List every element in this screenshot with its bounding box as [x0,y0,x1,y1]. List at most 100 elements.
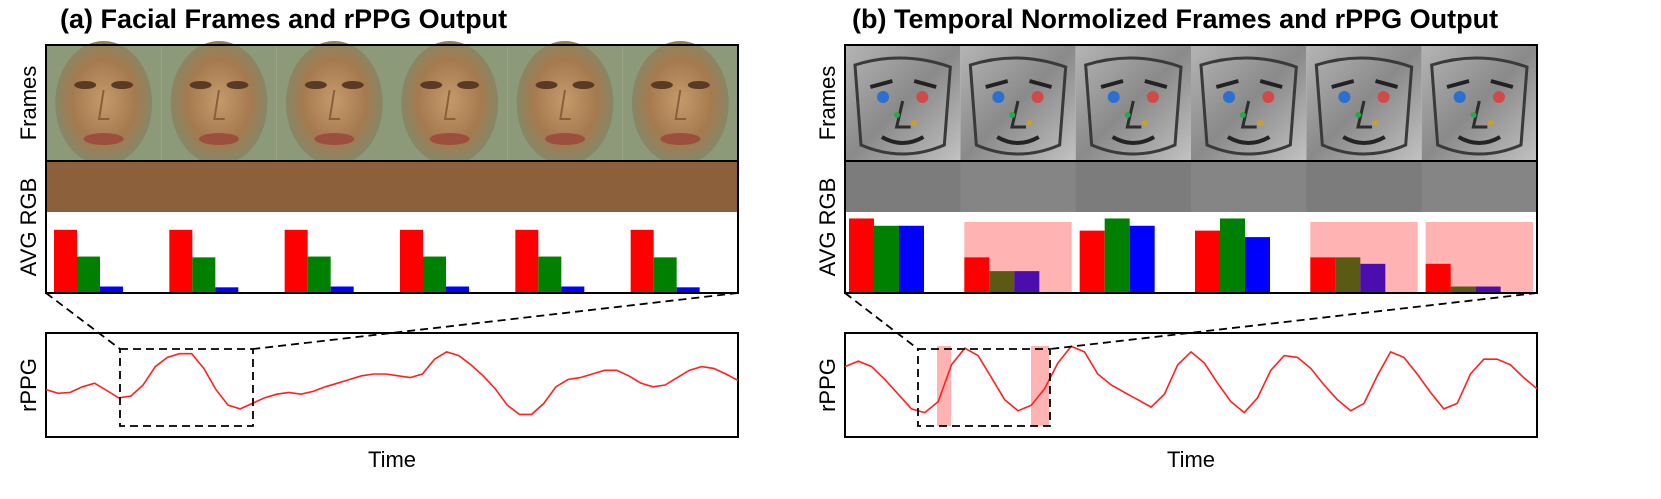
right-eye [1377,91,1390,103]
face-contour [1430,56,1529,156]
left-eye [304,81,327,89]
red-bar [630,229,654,293]
left-eye [877,91,890,103]
right-eye [916,91,929,103]
nose [894,100,911,129]
blue-bar [1014,271,1040,293]
blue-bar [100,286,123,293]
rppg-signal-line [844,345,1538,414]
green-bar [989,271,1015,293]
color-noise-dot [1355,112,1362,118]
face-shape [55,41,153,165]
right-eye [1031,91,1044,103]
blue-bar [330,286,354,293]
green-bar [423,256,446,293]
nose [443,89,456,120]
left-eye [1338,91,1351,103]
mouth [1111,135,1156,145]
frame-thumbnail [392,41,508,165]
nose [559,89,571,120]
avg-rgb-segment [960,161,1076,212]
red-bar [849,218,874,293]
red-bar [964,257,990,293]
peak-highlight [1031,346,1049,426]
face-contour [1314,56,1414,156]
right-eye [1262,91,1275,103]
mouth [996,135,1040,145]
frame-thumbnail [960,45,1076,161]
blue-bar [1475,286,1501,293]
eyebrows [1446,79,1514,89]
green-bar [1335,257,1361,293]
avg-rgb-bars [849,218,1533,293]
red-bar [284,229,308,293]
red-bar [1310,257,1336,293]
time-axis-label: Time [1167,447,1215,472]
face-contour [1199,56,1298,156]
nose [1125,100,1142,129]
rppg-plot-border [844,332,1538,438]
right-eye [457,81,480,89]
nose [1010,100,1026,129]
left-eye [1453,91,1466,103]
mouth [83,133,124,145]
eyebrows [869,79,937,89]
red-bar [1079,230,1105,293]
frame-thumbnail [622,41,738,165]
nose [1471,100,1488,129]
mouth [545,133,585,145]
mouth [880,135,925,145]
right-eye [1492,91,1505,103]
face-contour [853,56,952,156]
frame-thumbnail [507,41,623,165]
color-noise-dot [1239,112,1246,118]
eyebrows [985,79,1053,89]
frame-thumbnail [46,41,162,165]
color-noise-dot [1372,120,1379,126]
left-eye [1223,91,1236,103]
red-bar [515,229,539,293]
left-eye [420,81,443,89]
left-eye [535,81,558,89]
face-shape [401,41,499,165]
green-bar [1220,218,1245,293]
panel-a: (a) Facial Frames and rPPG Output Frames A… [16,4,739,472]
face-shape [285,41,383,165]
red-bar [169,229,193,293]
red-bar [1195,230,1220,293]
avg-rgb-border [844,160,1538,294]
right-eye [1146,91,1159,103]
green-bar [538,256,562,293]
face-shape [631,41,729,165]
blue-bar [1245,237,1270,293]
mouth [1226,135,1271,145]
zoom-connector-left [45,292,121,350]
left-eye [1107,91,1120,103]
red-bar [400,229,423,293]
panel-b: (b) Temporal Normolized Frames and rPPG … [815,4,1538,472]
frames-label: Frames [815,66,840,141]
color-noise-dot [911,120,918,126]
green-bar [874,225,899,293]
nose [213,89,225,120]
frame-thumbnail [845,45,961,161]
zoom-box [119,348,254,427]
avg-rgb-label: AVG RGB [16,178,41,277]
mouth [199,133,239,145]
green-bar [1450,286,1476,293]
left-eye [74,81,97,89]
color-noise-dot [1257,120,1264,126]
frames-strip [46,41,738,165]
rppg-label: rPPG [16,358,41,412]
right-eye [687,81,710,89]
zoom-connector-right [1049,292,1538,350]
blue-bar [215,287,239,293]
color-noise-dot [1009,112,1016,118]
avg-rgb-bars [54,229,700,293]
avg-rgb-border [45,160,739,294]
left-eye [650,81,673,89]
frame-thumbnail [276,41,392,165]
color-noise-dot [1470,112,1477,118]
frame-thumbnail [161,41,277,165]
